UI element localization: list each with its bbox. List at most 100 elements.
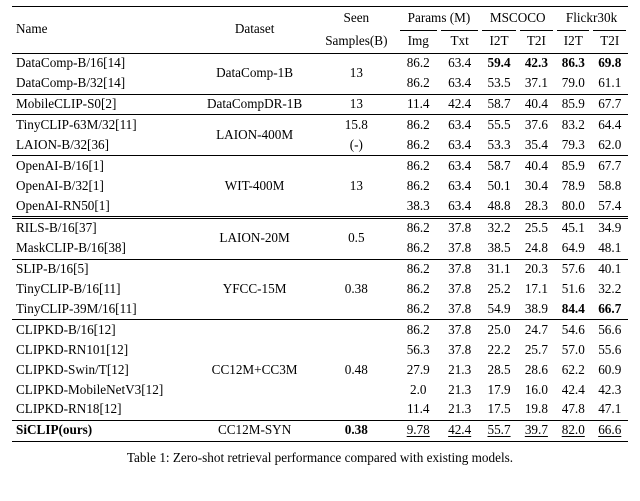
col-seen-sub: Samples(B)	[315, 30, 397, 53]
metric-cell: 37.1	[518, 74, 555, 94]
metric-cell: 21.3	[439, 380, 480, 400]
table-row: SLIP-B/16[5]YFCC-15M0.3886.237.831.120.3…	[12, 259, 628, 279]
metric-cell: 86.2	[398, 320, 439, 340]
metric-cell: 86.2	[398, 299, 439, 319]
metric-cell: 25.5	[518, 217, 555, 238]
metric-cell: 37.6	[518, 115, 555, 135]
metric-cell: 40.4	[518, 156, 555, 176]
metric-cell: 78.9	[555, 176, 591, 196]
dataset-cell: CC12M+CC3M	[194, 320, 315, 420]
model-name: SiCLIP(ours)	[12, 420, 194, 441]
metric-cell: 85.9	[555, 156, 591, 176]
col-params: Params (M)	[398, 7, 481, 30]
seen-cell: 0.38	[315, 259, 397, 320]
table-row: TinyCLIP-63M/32[11]LAION-400M15.886.263.…	[12, 115, 628, 135]
metric-cell: 56.6	[591, 320, 628, 340]
seen-cell: 0.5	[315, 217, 397, 259]
model-name: OpenAI-RN50[1]	[12, 196, 194, 217]
model-name: SLIP-B/16[5]	[12, 259, 194, 279]
seen-cell: 13	[315, 53, 397, 94]
table-row: RILS-B/16[37]LAION-20M0.586.237.832.225.…	[12, 217, 628, 238]
metric-cell: 25.2	[480, 280, 517, 300]
metric-cell: 37.8	[439, 340, 480, 360]
metric-cell: 63.4	[439, 74, 480, 94]
metric-cell: 51.6	[555, 280, 591, 300]
col-params-img: Img	[398, 30, 439, 53]
col-mscoco-i2t: I2T	[480, 30, 517, 53]
metric-cell: 42.3	[591, 380, 628, 400]
metric-cell: 86.2	[398, 156, 439, 176]
metric-cell: 57.0	[555, 340, 591, 360]
metric-cell: 17.5	[480, 400, 517, 420]
col-params-txt: Txt	[439, 30, 480, 53]
metric-cell: 63.4	[439, 53, 480, 73]
metric-cell: 86.2	[398, 217, 439, 238]
metric-cell: 86.2	[398, 53, 439, 73]
metric-cell: 86.2	[398, 135, 439, 155]
metric-cell: 86.3	[555, 53, 591, 73]
metric-cell: 63.4	[439, 176, 480, 196]
metric-cell: 86.2	[398, 280, 439, 300]
metric-cell: 59.4	[480, 53, 517, 73]
metric-cell: 37.8	[439, 320, 480, 340]
metric-cell: 86.2	[398, 74, 439, 94]
metric-cell: 17.9	[480, 380, 517, 400]
metric-cell: 30.4	[518, 176, 555, 196]
metric-cell: 63.4	[439, 115, 480, 135]
metric-cell: 25.0	[480, 320, 517, 340]
metric-cell: 47.1	[591, 400, 628, 420]
dataset-cell: LAION-400M	[194, 115, 315, 156]
metric-cell: 58.7	[480, 94, 517, 115]
metric-cell: 63.4	[439, 156, 480, 176]
table-row: MobileCLIP-S0[2]DataCompDR-1B1311.442.45…	[12, 94, 628, 115]
col-mscoco: MSCOCO	[480, 7, 555, 30]
metric-cell: 40.1	[591, 259, 628, 279]
model-name: CLIPKD-RN101[12]	[12, 340, 194, 360]
metric-cell: 53.3	[480, 135, 517, 155]
metric-cell: 63.4	[439, 135, 480, 155]
col-seen: Seen	[315, 7, 397, 30]
metric-cell: 64.9	[555, 239, 591, 259]
metric-cell: 86.2	[398, 176, 439, 196]
model-name: CLIPKD-Swin/T[12]	[12, 360, 194, 380]
dataset-cell: WIT-400M	[194, 156, 315, 218]
dataset-cell: DataCompDR-1B	[194, 94, 315, 115]
metric-cell: 66.6	[591, 420, 628, 441]
metric-cell: 58.7	[480, 156, 517, 176]
model-name: MaskCLIP-B/16[38]	[12, 239, 194, 259]
model-name: DataComp-B/16[14]	[12, 53, 194, 73]
results-table: Name Dataset Seen Params (M) MSCOCO Flic…	[12, 6, 628, 467]
metric-cell: 34.9	[591, 217, 628, 238]
table-caption: Table 1: Zero-shot retrieval performance…	[12, 442, 628, 467]
metric-cell: 32.2	[591, 280, 628, 300]
metric-cell: 84.4	[555, 299, 591, 319]
model-name: CLIPKD-MobileNetV3[12]	[12, 380, 194, 400]
table-row: DataComp-B/16[14]DataComp-1B1386.263.459…	[12, 53, 628, 73]
metric-cell: 56.3	[398, 340, 439, 360]
model-name: TinyCLIP-39M/16[11]	[12, 299, 194, 319]
metric-cell: 67.7	[591, 156, 628, 176]
metric-cell: 61.1	[591, 74, 628, 94]
dataset-cell: CC12M-SYN	[194, 420, 315, 441]
metric-cell: 55.6	[591, 340, 628, 360]
metric-cell: 63.4	[439, 196, 480, 217]
metric-cell: 83.2	[555, 115, 591, 135]
metric-cell: 42.4	[439, 94, 480, 115]
metric-cell: 20.3	[518, 259, 555, 279]
model-name: OpenAI-B/32[1]	[12, 176, 194, 196]
metric-cell: 39.7	[518, 420, 555, 441]
metric-cell: 37.8	[439, 280, 480, 300]
model-name: RILS-B/16[37]	[12, 217, 194, 238]
metric-cell: 42.4	[555, 380, 591, 400]
metric-cell: 62.0	[591, 135, 628, 155]
metric-cell: 86.2	[398, 239, 439, 259]
metric-cell: 37.8	[439, 259, 480, 279]
metric-cell: 55.7	[480, 420, 517, 441]
model-name: LAION-B/32[36]	[12, 135, 194, 155]
seen-cell: 0.38	[315, 420, 397, 441]
metric-cell: 85.9	[555, 94, 591, 115]
metric-cell: 11.4	[398, 94, 439, 115]
metric-cell: 22.2	[480, 340, 517, 360]
metric-cell: 28.6	[518, 360, 555, 380]
metric-cell: 54.6	[555, 320, 591, 340]
